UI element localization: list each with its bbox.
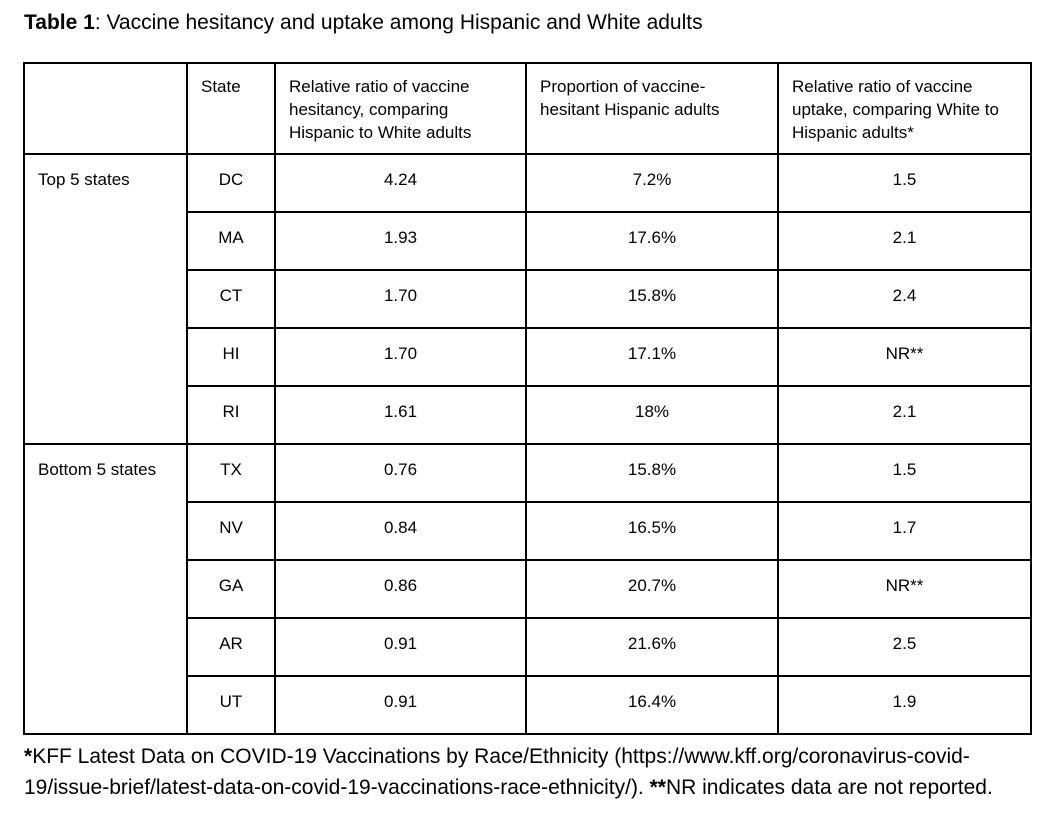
cell-uptake-ratio: 1.5 — [777, 443, 1032, 503]
cell-uptake-ratio: 2.5 — [777, 617, 1032, 677]
cell-uptake-ratio: 2.1 — [777, 211, 1032, 271]
cell-proportion: 7.2% — [525, 153, 779, 213]
table-row: RI 1.61 18% 2.1 — [24, 385, 1032, 445]
table-row: CT 1.70 15.8% 2.4 — [24, 269, 1032, 329]
cell-state: DC — [186, 153, 276, 213]
cell-proportion: 15.8% — [525, 269, 779, 329]
cell-uptake-ratio: 1.9 — [777, 675, 1032, 735]
cell-hesitancy-ratio: 1.93 — [274, 211, 527, 271]
table-row: Bottom 5 states TX 0.76 15.8% 1.5 — [23, 443, 1032, 735]
footnote-marker-source: * — [24, 745, 33, 768]
cell-hesitancy-ratio: 0.76 — [274, 443, 527, 503]
table-caption: : Vaccine hesitancy and uptake among His… — [94, 11, 703, 34]
cell-uptake-ratio: NR** — [777, 327, 1032, 387]
cell-state: UT — [186, 675, 276, 735]
column-header-proportion: Proportion of vaccine-hesitant Hispanic … — [525, 62, 779, 155]
column-header-uptake-ratio: Relative ratio of vaccine uptake, compar… — [777, 62, 1032, 155]
cell-proportion: 16.5% — [525, 501, 779, 561]
cell-state: AR — [186, 617, 276, 677]
cell-hesitancy-ratio: 0.86 — [274, 559, 527, 619]
row-group-label-top5: Top 5 states — [23, 153, 188, 445]
cell-hesitancy-ratio: 0.91 — [274, 675, 527, 735]
cell-state: MA — [186, 211, 276, 271]
cell-state: GA — [186, 559, 276, 619]
table-row: GA 0.86 20.7% NR** — [24, 559, 1032, 619]
table-row: Top 5 states DC 4.24 7.2% 1.5 — [23, 153, 1032, 445]
cell-proportion: 20.7% — [525, 559, 779, 619]
cell-proportion: 18% — [525, 385, 779, 445]
cell-state: RI — [186, 385, 276, 445]
cell-uptake-ratio: 2.1 — [777, 385, 1032, 445]
table-row: UT 0.91 16.4% 1.9 — [24, 675, 1032, 735]
footnote-source-text: KFF Latest Data on COVID-19 Vaccinations… — [24, 745, 970, 799]
cell-hesitancy-ratio: 1.70 — [274, 269, 527, 329]
cell-state: NV — [186, 501, 276, 561]
cell-proportion: 17.1% — [525, 327, 779, 387]
cell-hesitancy-ratio: 1.70 — [274, 327, 527, 387]
table-number-label: Table 1 — [24, 11, 95, 34]
table-row: HI 1.70 17.1% NR** — [24, 327, 1032, 387]
column-header-hesitancy-ratio: Relative ratio of vaccine hesitancy, com… — [274, 62, 527, 155]
cell-proportion: 16.4% — [525, 675, 779, 735]
cell-hesitancy-ratio: 0.91 — [274, 617, 527, 677]
cell-hesitancy-ratio: 1.61 — [274, 385, 527, 445]
cell-hesitancy-ratio: 0.84 — [274, 501, 527, 561]
footnote-nr-text: NR indicates data are not reported. — [665, 776, 993, 799]
table-title: Table 1: Vaccine hesitancy and uptake am… — [24, 11, 1030, 35]
header-row: State Relative ratio of vaccine hesitanc… — [23, 62, 1032, 155]
cell-state: CT — [186, 269, 276, 329]
cell-state: TX — [186, 443, 276, 503]
cell-uptake-ratio: 1.5 — [777, 153, 1032, 213]
cell-proportion: 21.6% — [525, 617, 779, 677]
footnotes: *KFF Latest Data on COVID-19 Vaccination… — [24, 741, 1030, 803]
document-page: Table 1: Vaccine hesitancy and uptake am… — [23, 11, 1032, 803]
column-header-state: State — [186, 62, 276, 155]
row-group-label-bottom5: Bottom 5 states — [23, 443, 188, 735]
cell-proportion: 15.8% — [525, 443, 779, 503]
cell-uptake-ratio: 1.7 — [777, 501, 1032, 561]
table-row: MA 1.93 17.6% 2.1 — [24, 211, 1032, 271]
cell-proportion: 17.6% — [525, 211, 779, 271]
column-header-group-empty — [23, 62, 188, 155]
vaccine-hesitancy-table: State Relative ratio of vaccine hesitanc… — [23, 62, 1032, 735]
table-row: NV 0.84 16.5% 1.7 — [24, 501, 1032, 561]
cell-hesitancy-ratio: 4.24 — [274, 153, 527, 213]
table-row: AR 0.91 21.6% 2.5 — [24, 617, 1032, 677]
footnote-marker-nr: ** — [649, 776, 666, 799]
cell-uptake-ratio: 2.4 — [777, 269, 1032, 329]
cell-state: HI — [186, 327, 276, 387]
cell-uptake-ratio: NR** — [777, 559, 1032, 619]
